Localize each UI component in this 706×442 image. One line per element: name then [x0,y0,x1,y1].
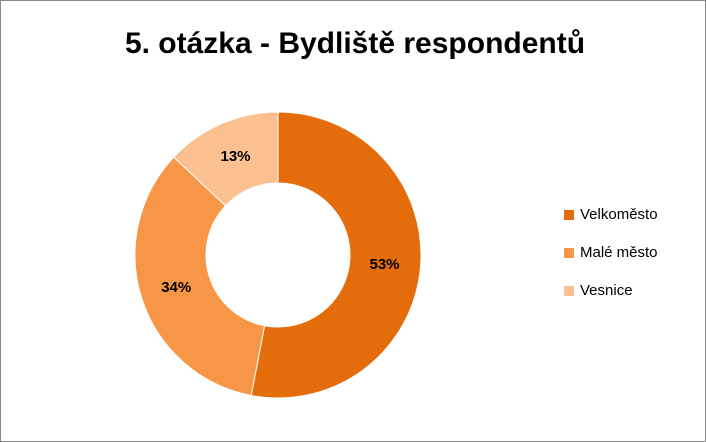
legend-swatch [564,210,574,220]
donut-slice [173,111,279,207]
data-label: 13% [220,148,250,165]
chart-title: 5. otázka - Bydliště respondentů [125,27,585,60]
donut-slice [134,156,266,397]
legend-swatch [564,248,574,258]
legend-label: Malé město [580,244,658,261]
legend-label: Vesnice [580,282,633,299]
legend-label: Velkoměsto [580,206,658,223]
data-label: 53% [370,256,400,273]
donut-slice [250,111,422,399]
data-label: 34% [161,279,191,296]
legend-swatch [564,286,574,296]
